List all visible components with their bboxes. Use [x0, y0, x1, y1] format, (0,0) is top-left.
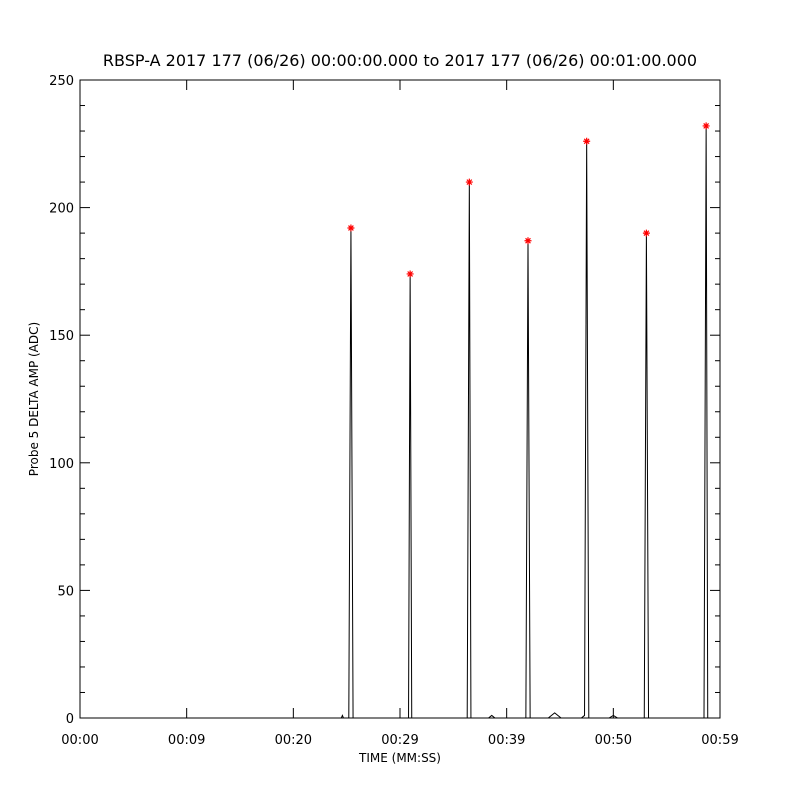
- y-tick-label: 50: [57, 584, 74, 599]
- data-line: [80, 125, 720, 719]
- x-tick-label: 00:09: [168, 733, 205, 748]
- peak-marker: [524, 237, 532, 245]
- y-tick-label: 200: [49, 202, 74, 217]
- peak-marker: [642, 229, 650, 237]
- x-tick-label: 00:59: [701, 733, 738, 748]
- y-tick-label: 250: [49, 74, 74, 89]
- peak-marker: [347, 224, 355, 232]
- x-tick-label: 00:50: [595, 733, 632, 748]
- x-axis-label: TIME (MM:SS): [358, 751, 441, 765]
- y-tick-label: 0: [66, 712, 74, 727]
- chart-title: RBSP-A 2017 177 (06/26) 00:00:00.000 to …: [103, 51, 697, 70]
- peak-marker: [583, 137, 591, 145]
- y-tick-label: 100: [49, 457, 74, 472]
- peak-marker: [406, 270, 414, 278]
- x-tick-label: 00:20: [275, 733, 312, 748]
- x-tick-label: 00:39: [488, 733, 525, 748]
- y-tick-label: 150: [49, 329, 74, 344]
- peak-marker: [702, 122, 710, 130]
- peak-marker: [465, 178, 473, 186]
- x-tick-label: 00:29: [381, 733, 418, 748]
- y-axis-label: Probe 5 DELTA AMP (ADC): [27, 322, 41, 476]
- x-tick-label: 00:00: [61, 733, 98, 748]
